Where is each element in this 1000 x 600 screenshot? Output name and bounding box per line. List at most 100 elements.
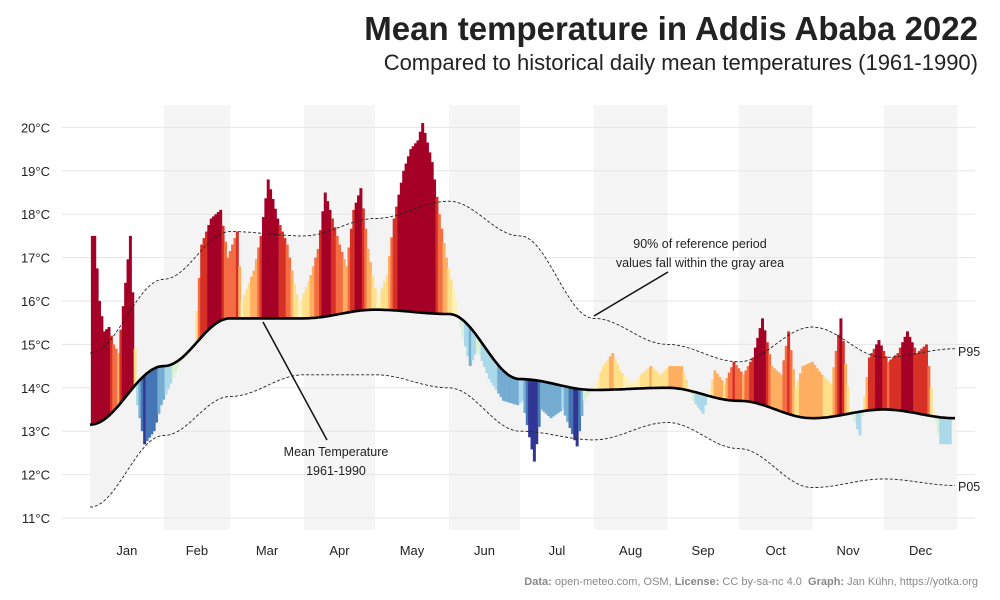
daily-mark	[749, 361, 753, 402]
daily-mark	[642, 372, 646, 389]
daily-mark	[606, 359, 610, 390]
daily-mark	[506, 374, 510, 403]
daily-mark	[872, 348, 876, 410]
daily-mark	[753, 347, 757, 403]
daily-mark	[354, 202, 358, 312]
daily-mark	[796, 380, 800, 417]
daily-mark	[620, 373, 624, 390]
daily-mark	[917, 350, 921, 414]
daily-mark	[711, 379, 715, 397]
daily-mark	[402, 170, 406, 312]
daily-mark	[599, 371, 603, 390]
daily-mark	[696, 392, 700, 408]
daily-mark	[644, 370, 648, 389]
daily-mark	[414, 143, 418, 313]
chart-subtitle: Compared to historical daily mean temper…	[383, 50, 978, 75]
x-tick-label: Jan	[116, 543, 137, 558]
daily-mark	[870, 353, 874, 411]
daily-mark	[635, 379, 639, 389]
daily-mark	[566, 386, 570, 422]
daily-mark	[485, 349, 489, 374]
daily-mark	[720, 380, 724, 400]
x-tick-label: Aug	[619, 543, 642, 558]
daily-mark	[309, 274, 313, 319]
daily-mark	[594, 382, 598, 390]
daily-mark	[578, 388, 582, 432]
daily-mark	[250, 276, 254, 319]
daily-mark	[145, 373, 149, 441]
credits-data-value: open-meteo.com, OSM,	[554, 576, 672, 588]
daily-mark	[307, 281, 311, 319]
chart-title: Mean temperature in Addis Ababa 2022	[364, 10, 978, 47]
y-tick-label: 15°C	[21, 337, 50, 352]
daily-mark	[913, 347, 917, 413]
daily-mark	[411, 146, 415, 312]
daily-mark	[247, 282, 251, 319]
daily-mark	[898, 347, 902, 411]
daily-mark	[651, 368, 655, 388]
daily-mark	[860, 411, 864, 417]
daily-mark	[466, 324, 470, 357]
daily-mark	[368, 261, 372, 310]
x-tick-label: Feb	[186, 543, 208, 558]
daily-mark	[259, 235, 263, 319]
daily-mark	[216, 212, 220, 323]
daily-mark	[725, 378, 729, 400]
daily-mark	[269, 189, 273, 319]
daily-mark	[718, 376, 722, 399]
daily-mark	[342, 259, 346, 314]
daily-mark	[454, 301, 458, 316]
daily-mark	[133, 348, 137, 386]
daily-mark	[326, 201, 330, 317]
daily-mark	[390, 237, 394, 311]
daily-mark	[896, 353, 900, 411]
daily-mark	[162, 366, 166, 400]
daily-mark	[437, 214, 441, 314]
daily-mark	[780, 374, 784, 412]
daily-mark	[680, 366, 684, 390]
daily-anomaly-marks	[90, 123, 952, 462]
daily-mark	[523, 379, 527, 413]
daily-mark	[547, 382, 551, 417]
daily-mark	[563, 386, 567, 416]
daily-mark	[822, 376, 826, 418]
daily-mark	[482, 346, 486, 367]
daily-mark	[240, 301, 244, 319]
daily-mark	[858, 411, 862, 436]
daily-mark	[114, 348, 118, 409]
daily-mark	[654, 370, 658, 388]
daily-mark	[276, 218, 280, 319]
daily-mark	[772, 368, 776, 410]
daily-mark	[751, 357, 755, 403]
daily-mark	[623, 375, 627, 390]
daily-mark	[119, 329, 123, 403]
daily-mark	[841, 341, 845, 415]
daily-mark	[746, 366, 750, 402]
daily-mark	[694, 392, 698, 405]
daily-mark	[257, 247, 261, 319]
daily-mark	[442, 243, 446, 314]
daily-mark	[131, 292, 135, 389]
daily-mark	[261, 217, 265, 319]
daily-mark	[461, 320, 465, 337]
daily-mark	[347, 247, 351, 313]
daily-mark	[723, 383, 726, 400]
daily-mark	[338, 244, 342, 315]
daily-mark	[499, 368, 503, 398]
daily-mark	[825, 379, 829, 418]
daily-mark	[152, 368, 156, 432]
daily-mark	[340, 251, 344, 314]
daily-mark	[668, 366, 672, 388]
daily-mark	[673, 366, 677, 389]
daily-mark	[837, 334, 841, 416]
daily-mark	[105, 329, 109, 418]
month-shade-aug	[593, 105, 668, 530]
daily-mark	[528, 379, 532, 438]
daily-mark	[150, 369, 154, 435]
daily-mark	[107, 327, 111, 416]
daily-mark	[387, 256, 391, 311]
daily-mark	[886, 361, 890, 410]
x-tick-label: Nov	[837, 543, 861, 558]
daily-mark	[497, 365, 501, 394]
annotation-p95-label: P95	[958, 345, 980, 359]
